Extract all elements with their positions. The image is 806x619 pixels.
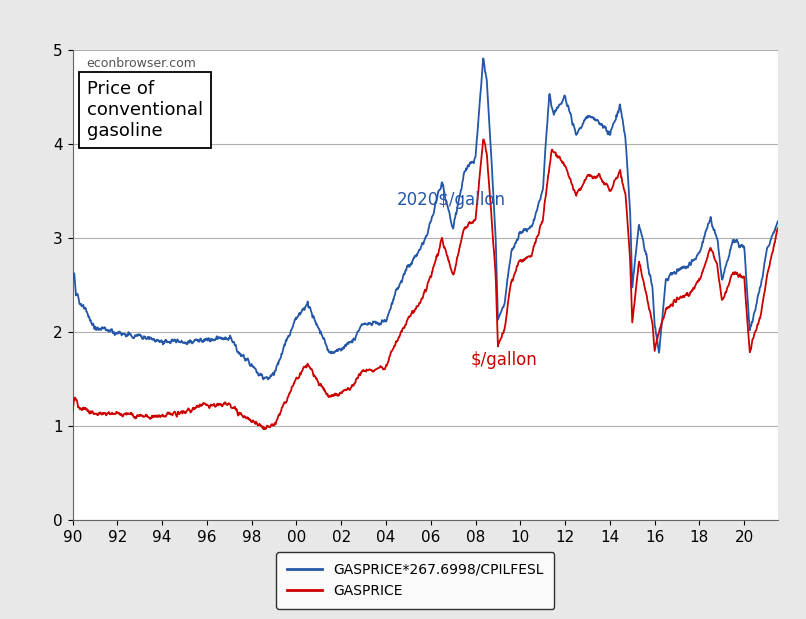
Legend: GASPRICE*267.6998/CPILFESL, GASPRICE: GASPRICE*267.6998/CPILFESL, GASPRICE	[276, 552, 555, 609]
Text: econbrowser.com: econbrowser.com	[87, 56, 197, 69]
Text: 2020$/gallon: 2020$/gallon	[397, 191, 506, 209]
Text: $/gallon: $/gallon	[471, 351, 538, 369]
Text: Price of
conventional
gasoline: Price of conventional gasoline	[87, 80, 203, 140]
